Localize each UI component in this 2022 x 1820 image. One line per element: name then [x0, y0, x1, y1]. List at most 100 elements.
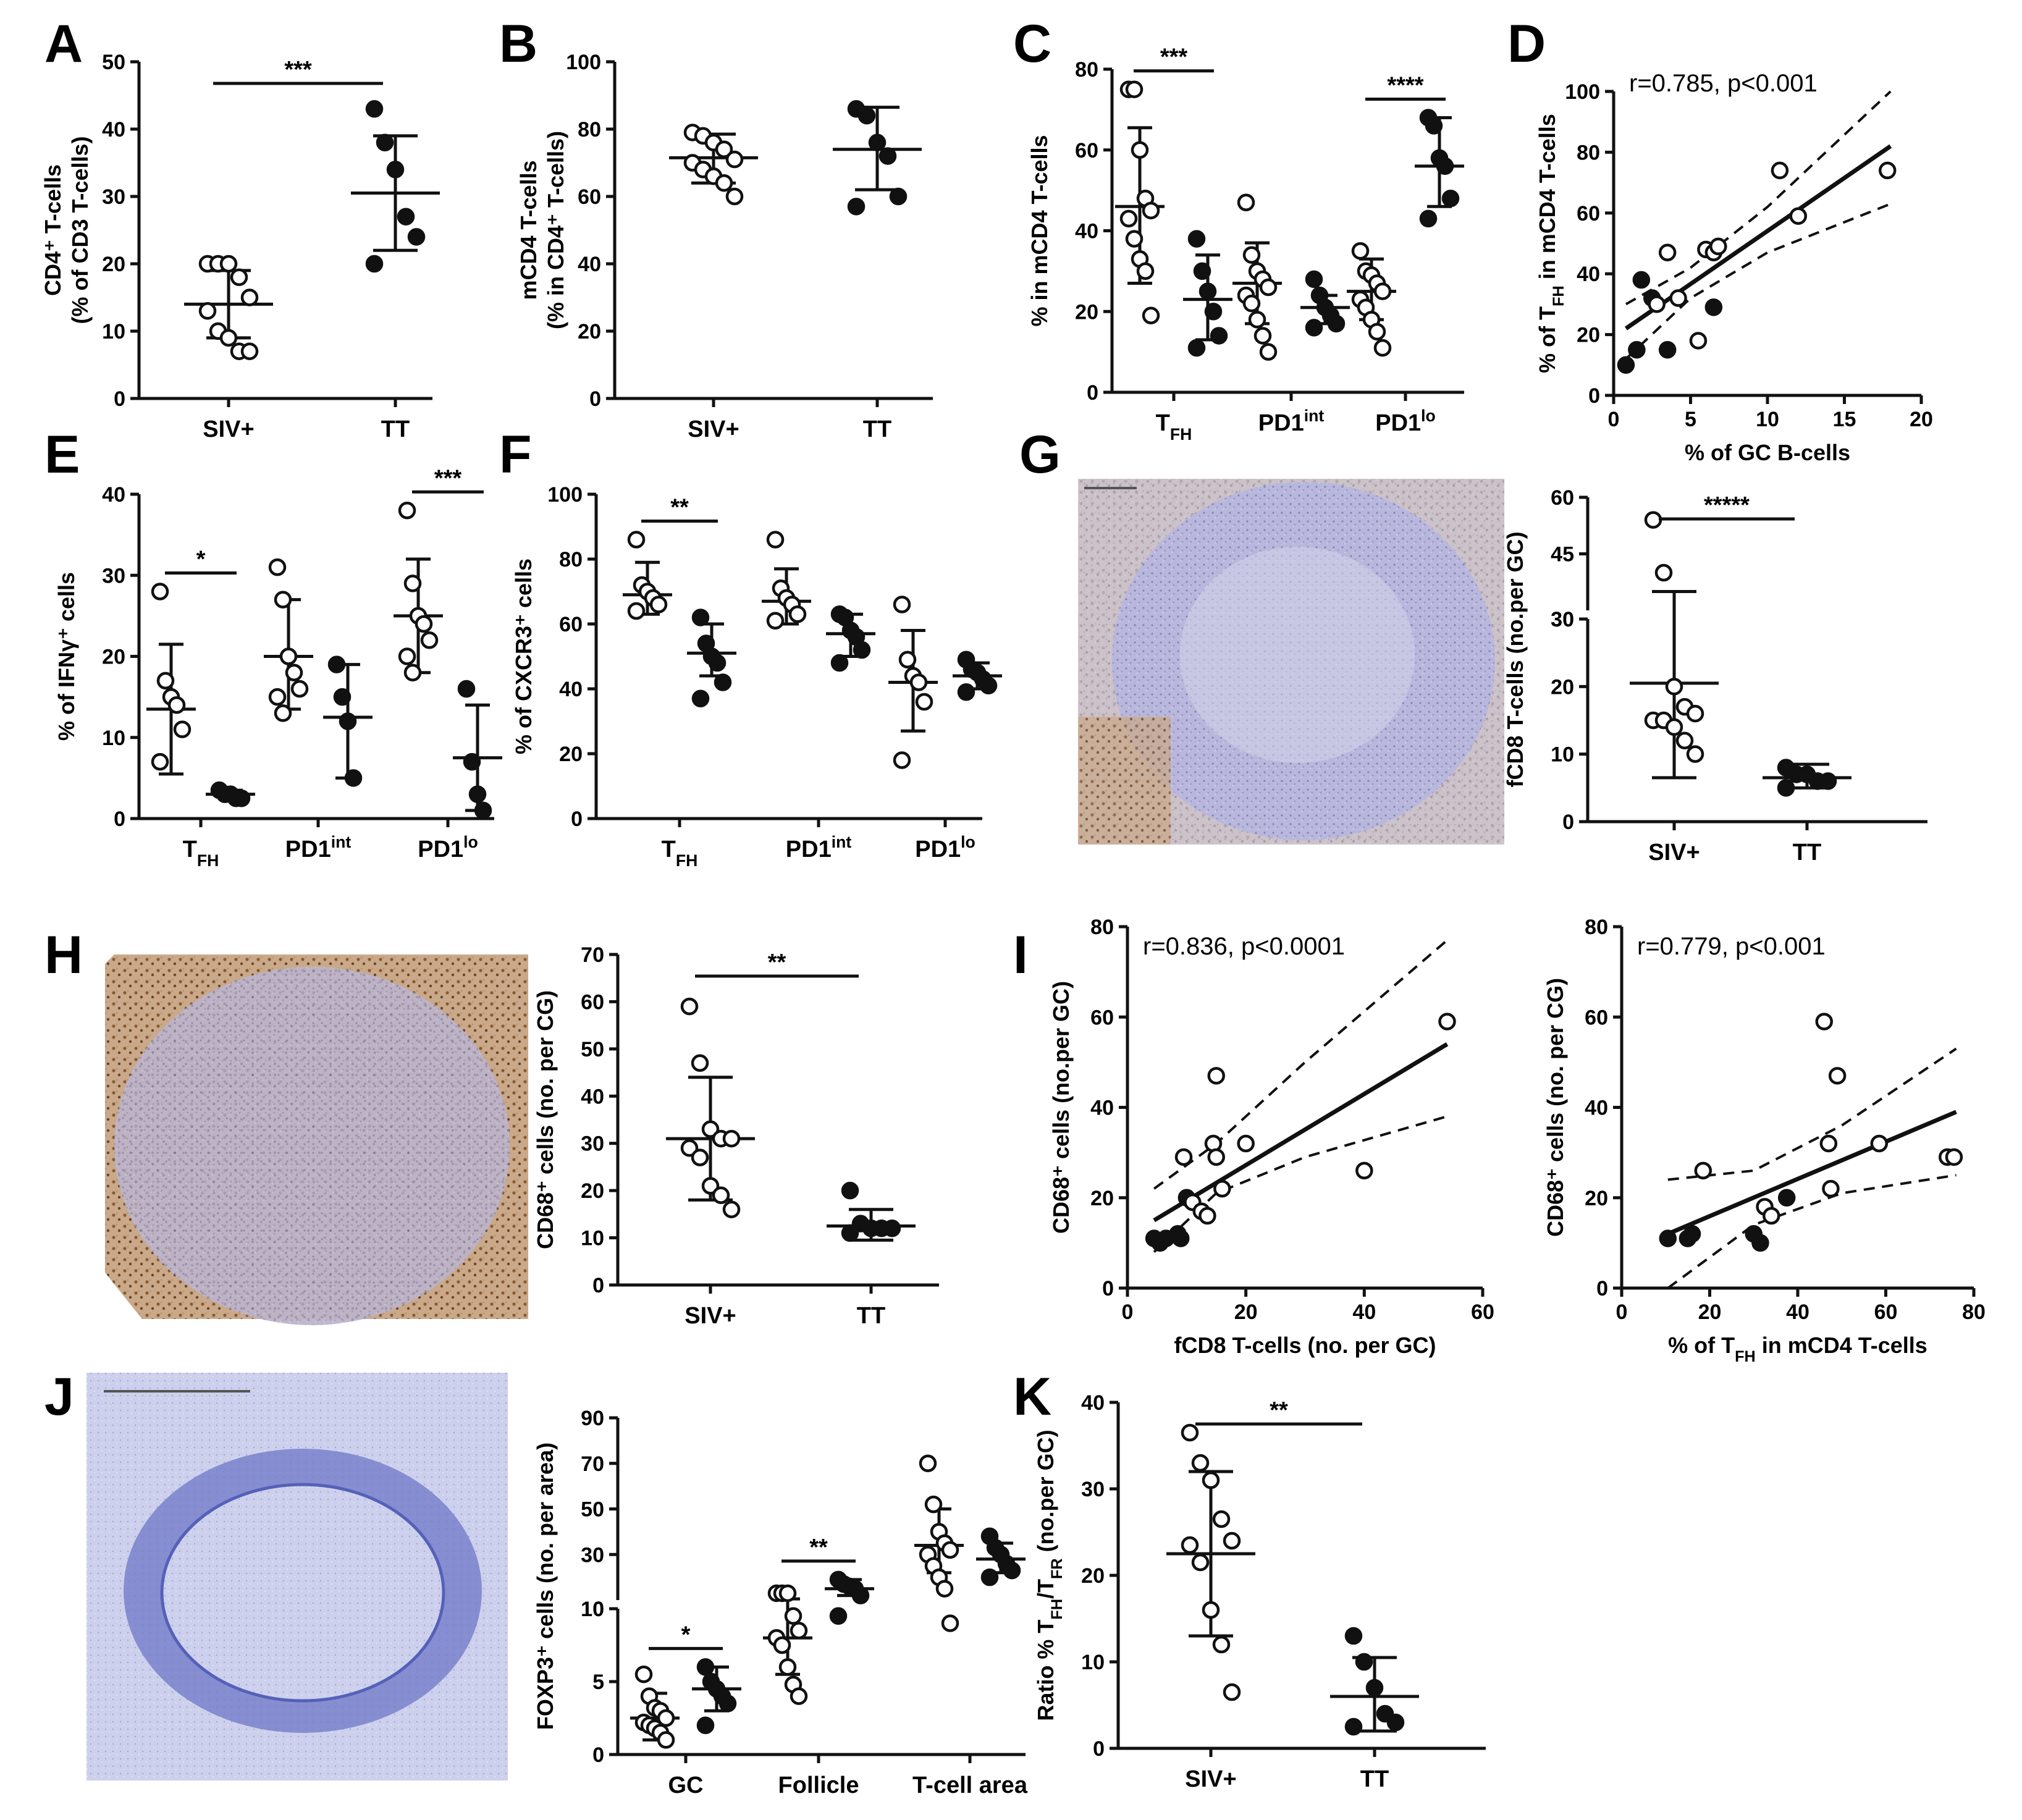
- data-point: [365, 100, 384, 118]
- data-point: [773, 1636, 791, 1654]
- significance-label: ***: [434, 465, 462, 491]
- y-tick-label: 10: [581, 1598, 604, 1621]
- data-point: [1658, 243, 1677, 262]
- data-point: [327, 655, 346, 673]
- y-tick-label: 5: [592, 1670, 604, 1694]
- data-point: [1355, 1653, 1373, 1671]
- y-tick-label: 45: [1551, 543, 1574, 567]
- data-point: [1187, 230, 1206, 248]
- y-tick-label: 50: [581, 1038, 604, 1061]
- data-point: [718, 1695, 737, 1713]
- data-point: [1223, 1683, 1241, 1701]
- y-tick-label: 40: [559, 678, 583, 701]
- data-point: [889, 187, 908, 206]
- y-axis-label: CD68⁺ cells (no. per CG): [1543, 978, 1568, 1237]
- data-point: [268, 558, 287, 576]
- significance-label: *: [681, 1622, 691, 1648]
- data-point: [1658, 340, 1677, 359]
- y-tick-label: 10: [102, 727, 125, 750]
- data-point: [1617, 356, 1635, 374]
- fit-line: [1667, 1110, 1957, 1236]
- data-point: [285, 664, 303, 681]
- y-tick-label: 60: [1577, 202, 1600, 225]
- fit-line: [1624, 144, 1892, 331]
- data-point: [627, 602, 646, 620]
- data-point: [841, 1181, 859, 1200]
- y-tick-label: 10: [1081, 1651, 1105, 1674]
- ci-upper-line: [1625, 90, 1892, 306]
- x-tick-label: 5: [1685, 408, 1696, 431]
- data-point: [1822, 1179, 1840, 1198]
- y-tick-label: 0: [1588, 384, 1600, 408]
- ci-upper-line: [1153, 939, 1448, 1190]
- data-point: [788, 605, 807, 623]
- y-tick-label: 40: [1585, 1097, 1608, 1120]
- correlation-annotation: r=0.785, p<0.001: [1629, 70, 1818, 97]
- x-tick-label: 40: [1786, 1300, 1809, 1324]
- data-point: [1689, 332, 1708, 350]
- y-tick-label: 40: [578, 253, 601, 276]
- data-point: [1136, 262, 1155, 280]
- data-point: [268, 688, 287, 706]
- x-axis-label: % of GC B-cells: [1685, 440, 1850, 465]
- panel-letter-e: E: [44, 425, 80, 484]
- data-point: [766, 612, 785, 630]
- y-tick-label: 0: [571, 807, 583, 831]
- x-tick-label: 10: [1756, 408, 1779, 431]
- data-point: [627, 531, 646, 549]
- data-point: [198, 302, 217, 320]
- x-category-label: PD1lo: [1375, 407, 1436, 436]
- data-point: [853, 641, 871, 659]
- y-tick-label: 30: [1081, 1478, 1105, 1501]
- data-point: [240, 342, 259, 360]
- correlation-annotation: r=0.779, p<0.001: [1637, 933, 1826, 960]
- data-point: [701, 1120, 720, 1139]
- data-point: [634, 1665, 653, 1683]
- data-point: [474, 801, 492, 820]
- x-category-label: GC: [668, 1772, 704, 1798]
- data-point: [790, 1687, 808, 1705]
- data-point: [935, 1580, 954, 1598]
- data-point: [403, 664, 422, 681]
- data-point: [841, 1224, 859, 1242]
- data-point: [784, 1607, 802, 1625]
- data-point: [232, 789, 251, 807]
- data-point: [1172, 1229, 1190, 1247]
- data-point: [708, 654, 727, 672]
- x-category-label: PD1lo: [418, 833, 478, 862]
- y-tick-label: 50: [581, 1498, 604, 1522]
- data-point: [1198, 282, 1217, 300]
- data-point: [240, 289, 259, 306]
- y-axis-label: Ratio % TFH/TFR (no.per GC): [1033, 1430, 1066, 1721]
- data-point: [790, 1622, 808, 1640]
- data-point: [691, 1148, 709, 1166]
- data-point: [680, 1139, 699, 1157]
- x-category-label: Follicle: [778, 1772, 859, 1798]
- y-tick-label: 40: [1577, 263, 1600, 286]
- x-category-label: PD1int: [285, 833, 352, 862]
- data-point: [893, 751, 911, 769]
- y-tick-label: 20: [1081, 1564, 1105, 1588]
- y-axis-label: mCD4 T-cells: [516, 160, 541, 300]
- data-point: [219, 255, 238, 273]
- x-category-label: TT: [1793, 840, 1821, 866]
- data-point: [1210, 327, 1228, 345]
- y-tick-label: 30: [581, 1543, 604, 1567]
- data-point: [691, 609, 710, 626]
- data-point: [1704, 298, 1723, 316]
- data-point: [274, 704, 292, 722]
- data-point: [715, 174, 733, 192]
- x-category-label: TFH: [183, 836, 219, 870]
- data-point: [1373, 282, 1392, 300]
- data-point: [397, 208, 415, 225]
- x-tick-label: 0: [1122, 1300, 1134, 1324]
- y-tick-label: 0: [114, 387, 125, 411]
- data-point: [714, 673, 732, 691]
- panel-letter-j: J: [44, 1367, 74, 1426]
- data-point: [279, 647, 298, 665]
- y-axis-label: % of TFH in mCD4 T-cells: [1535, 114, 1567, 373]
- data-point: [778, 1658, 797, 1676]
- data-point: [339, 712, 357, 730]
- data-point: [1212, 1510, 1231, 1528]
- y-tick-label: 90: [581, 1407, 604, 1430]
